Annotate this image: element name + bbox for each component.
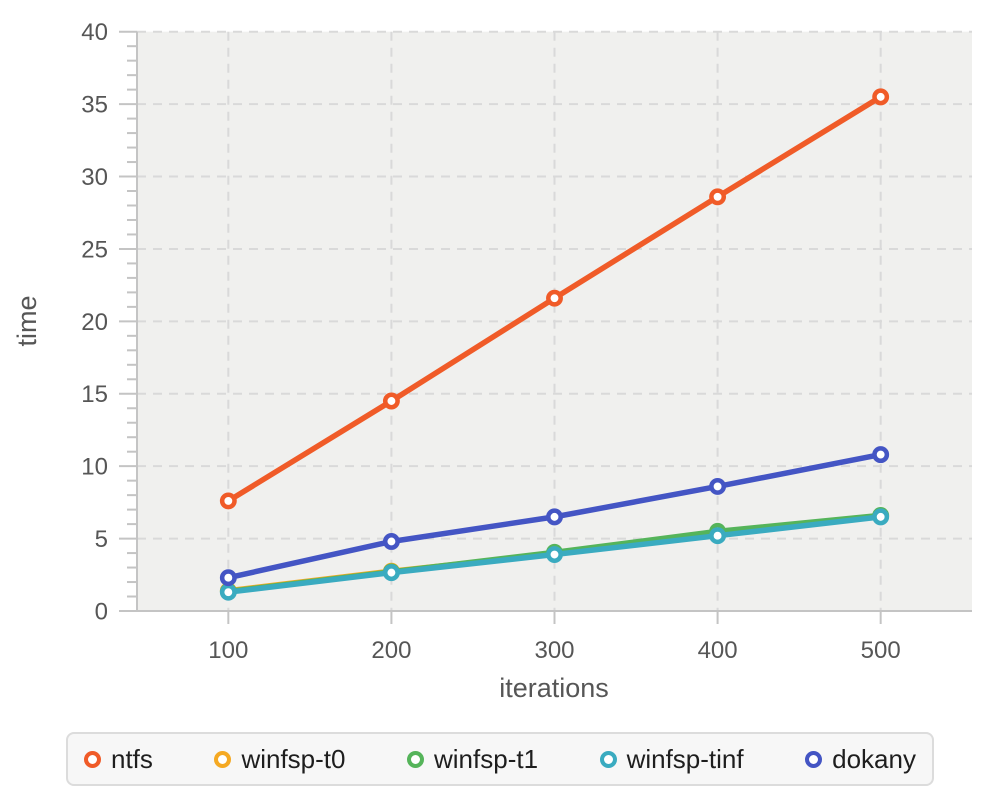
legend-item-dokany: dokany <box>805 744 916 775</box>
dokany-point-200 <box>382 533 400 550</box>
x-tick-label-200: 200 <box>371 637 411 664</box>
dokany-point-100 <box>219 569 237 587</box>
winfsp-t1-ring-icon <box>407 750 424 768</box>
ntfs-point-300 <box>546 289 563 307</box>
winfsp-tinf-ring-icon <box>599 750 617 768</box>
ntfs-point-100 <box>219 492 237 510</box>
legend: ntfs winfsp-t0 winfsp-t1 winfsp-tinf dok… <box>66 732 934 786</box>
y-tick-label-10: 10 <box>81 454 108 481</box>
ntfs-point-400 <box>709 188 727 206</box>
legend-label-winfsp-tinf: winfsp-tinf <box>626 743 744 774</box>
series-ntfs <box>219 88 890 510</box>
winfsp-tinf-point-500 <box>872 508 890 526</box>
y-tick-label-5: 5 <box>95 526 108 553</box>
ntfs-point-200 <box>382 392 400 410</box>
dokany-ring-icon <box>805 750 823 768</box>
winfsp-tinf-point-300 <box>546 546 563 563</box>
dokany-point-500 <box>872 446 890 464</box>
series-winfsp-tinf <box>219 508 890 601</box>
y-axis-title: time <box>12 295 42 346</box>
y-tick-label-15: 15 <box>81 381 108 408</box>
winfsp-tinf-point-100 <box>219 583 237 601</box>
y-tick-label-25: 25 <box>81 236 108 263</box>
legend-label-winfsp-t1: winfsp-t1 <box>434 743 539 774</box>
legend-item-winfsp-t1: winfsp-t1 <box>407 744 538 775</box>
y-tick-label-35: 35 <box>81 92 108 119</box>
ntfs-ring-icon <box>84 750 101 768</box>
dokany-point-400 <box>709 478 727 495</box>
winfsp-tinf-point-200 <box>382 564 400 582</box>
axes <box>119 30 972 624</box>
series-dokany <box>219 446 890 587</box>
legend-item-winfsp-t0: winfsp-t0 <box>214 744 345 775</box>
x-tick-label-100: 100 <box>208 637 248 664</box>
legend-label-ntfs: ntfs <box>111 743 153 774</box>
x-axis-title: iterations <box>499 673 609 703</box>
y-tick-label-20: 20 <box>81 309 108 336</box>
x-tick-label-300: 300 <box>534 637 574 664</box>
x-tick-label-400: 400 <box>698 637 738 664</box>
legend-label-winfsp-t0: winfsp-t0 <box>241 743 346 774</box>
y-tick-label-40: 40 <box>81 19 108 46</box>
winfsp-tinf-point-400 <box>709 527 727 545</box>
series-layer <box>219 88 890 601</box>
dokany-point-300 <box>546 508 563 526</box>
y-tick-label-0: 0 <box>95 598 108 625</box>
legend-item-ntfs: ntfs <box>84 744 153 775</box>
y-tick-label-30: 30 <box>81 164 108 191</box>
legend-item-winfsp-tinf: winfsp-tinf <box>599 743 744 775</box>
line-chart: 0 5 10 15 20 25 30 35 40 100 200 300 400 500 time ite… <box>12 19 972 703</box>
winfsp-t0-ring-icon <box>214 750 232 768</box>
ntfs-point-500 <box>872 88 890 106</box>
legend-label-dokany: dokany <box>832 743 916 774</box>
x-tick-label-500: 500 <box>861 637 901 664</box>
tick-labels: 0 5 10 15 20 25 30 35 40 100 200 300 400 500 <box>81 19 900 664</box>
